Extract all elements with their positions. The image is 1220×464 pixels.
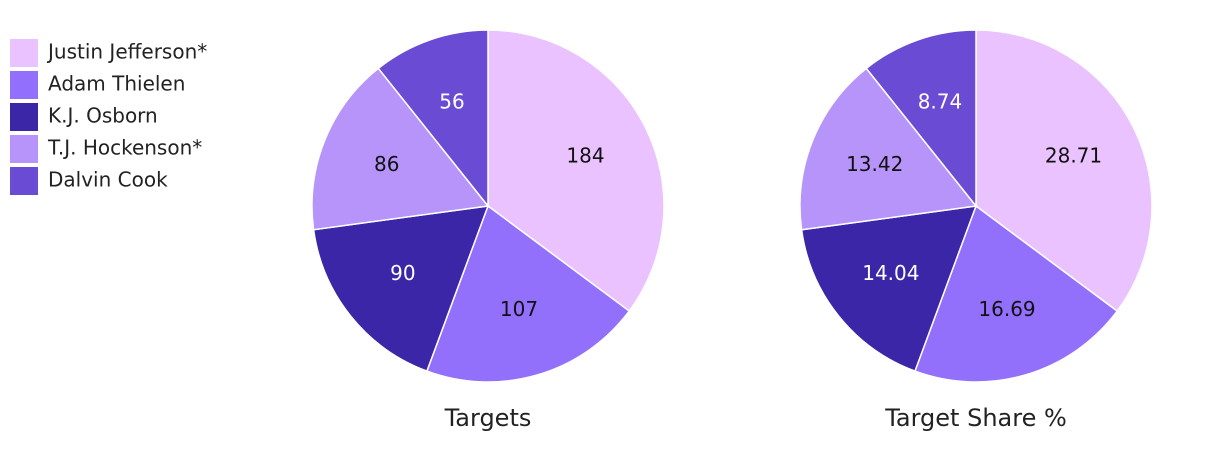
legend-swatch	[10, 135, 38, 163]
pie-slice	[799, 67, 978, 231]
legend-swatch	[10, 71, 38, 99]
legend-label: T.J. Hockenson*	[47, 136, 202, 160]
slice-label: 28.71	[1045, 144, 1102, 168]
slice-label: 16.69	[978, 297, 1035, 321]
slice-label: 90	[390, 261, 415, 285]
pie-slice	[425, 204, 631, 383]
pie-slice	[800, 205, 978, 373]
slice-label: 13.42	[846, 152, 903, 176]
legend-swatch	[10, 167, 38, 195]
slice-label: 56	[439, 89, 464, 113]
legend-swatch	[10, 39, 38, 67]
pie-slice	[975, 29, 1153, 313]
pie-slice	[913, 204, 1119, 383]
slice-label: 107	[500, 297, 538, 321]
slice-label: 8.74	[918, 89, 963, 113]
pie-slice	[311, 67, 490, 231]
legend-label: Justin Jefferson*	[46, 40, 207, 64]
legend-label: Dalvin Cook	[48, 168, 168, 192]
legend-label: Adam Thielen	[48, 72, 185, 96]
pie-title: Target Share %	[884, 404, 1067, 432]
slice-label: 14.04	[862, 261, 919, 285]
slice-label: 86	[374, 152, 399, 176]
legend-label: K.J. Osborn	[48, 104, 158, 128]
pie-slice	[312, 205, 490, 373]
legend-swatch	[10, 103, 38, 131]
pie-slice	[377, 29, 489, 209]
pie-slice	[487, 29, 665, 313]
pie-slice	[865, 29, 977, 209]
slice-label: 184	[566, 144, 604, 168]
pie-title: Targets	[444, 404, 532, 432]
